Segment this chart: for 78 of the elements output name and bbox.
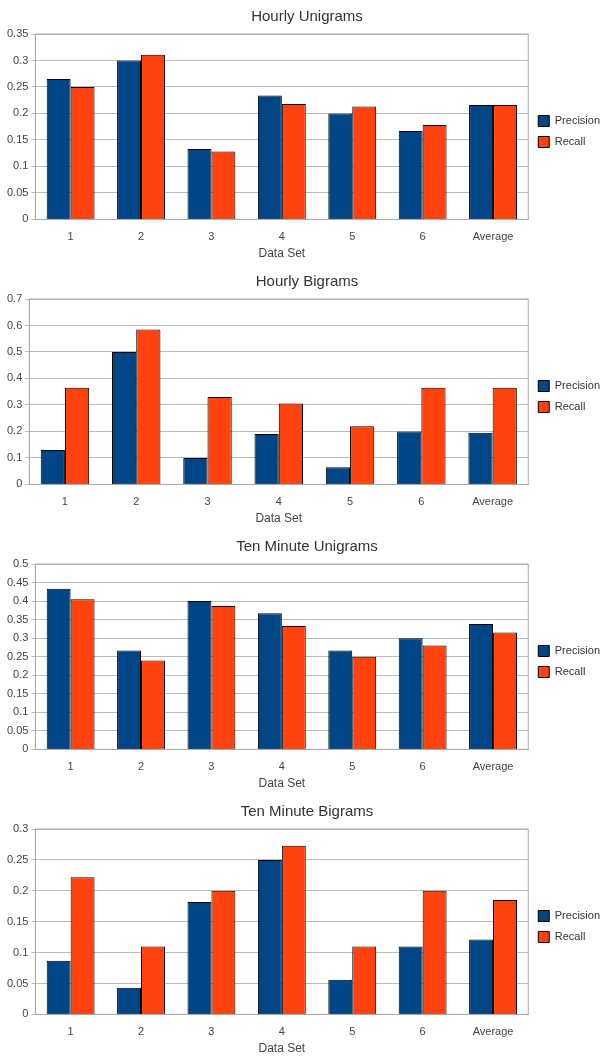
x-tick-label: Average — [472, 230, 514, 243]
chart-title: Ten Minute Bigrams — [240, 802, 374, 820]
x-tick-label: 1 — [67, 1025, 74, 1038]
legend-label: Precision — [554, 909, 601, 922]
y-tick-label: 0.3 — [13, 822, 29, 835]
x-tick-label: 6 — [418, 495, 425, 508]
chart-title: Hourly Unigrams — [251, 7, 363, 25]
x-tick-label: 3 — [204, 495, 211, 508]
y-tick-label: 0.25 — [6, 649, 29, 662]
x-tick-label: 3 — [208, 230, 215, 243]
legend-label: Precision — [554, 379, 601, 392]
x-tick-label: 6 — [419, 760, 426, 773]
y-tick-label: 0.15 — [6, 686, 29, 699]
x-tick-label: 4 — [278, 760, 285, 773]
y-tick-label: 0.35 — [6, 612, 29, 625]
y-tick-label: 0.3 — [13, 53, 29, 66]
y-tick-label: 0.45 — [6, 575, 29, 588]
y-tick-label: 0 — [22, 742, 29, 755]
x-tick-label: 1 — [61, 495, 68, 508]
y-tick-label: 0.05 — [6, 185, 29, 198]
x-tick-label: 2 — [133, 495, 140, 508]
legend-label: Recall — [554, 400, 586, 413]
y-tick-label: 0.1 — [13, 945, 29, 958]
y-tick-label: 0.1 — [13, 159, 29, 172]
x-tick-label: 3 — [208, 760, 215, 773]
legend-label: Recall — [554, 665, 586, 678]
y-tick-label: 0.7 — [6, 292, 23, 305]
y-tick-label: 0.25 — [6, 80, 29, 92]
y-tick-label: 0.3 — [13, 631, 29, 644]
y-tick-label: 0.4 — [6, 371, 23, 384]
chart-title: Hourly Bigrams — [255, 272, 359, 290]
y-tick-label: 0.4 — [13, 594, 29, 607]
y-tick-label: 0 — [22, 1007, 29, 1020]
y-tick-label: 0.05 — [6, 723, 29, 736]
y-tick-label: 0.15 — [6, 132, 29, 145]
x-axis-title: Data Set — [258, 776, 306, 791]
y-tick-label: 0.35 — [6, 27, 29, 40]
x-tick-label: 5 — [349, 760, 356, 773]
x-tick-label: 5 — [346, 495, 354, 508]
x-tick-label: 2 — [137, 230, 145, 243]
y-tick-label: 0.5 — [13, 557, 29, 570]
y-tick-label: 0.1 — [13, 705, 29, 718]
y-tick-label: 0.05 — [6, 976, 29, 989]
x-tick-label: 1 — [67, 230, 74, 243]
y-tick-label: 0.2 — [13, 668, 29, 681]
chart-title: Ten Minute Unigrams — [236, 537, 378, 555]
x-axis-title: Data Set — [258, 1041, 306, 1056]
y-tick-label: 0.2 — [6, 424, 23, 437]
x-tick-label: 6 — [419, 1025, 426, 1038]
y-tick-label: 0.2 — [13, 883, 29, 896]
y-tick-label: 0 — [22, 212, 29, 225]
y-tick-label: 0.25 — [6, 852, 29, 865]
y-tick-label: 0.5 — [6, 345, 23, 357]
y-tick-label: 0.6 — [6, 318, 23, 331]
y-tick-label: 0.3 — [6, 397, 23, 410]
x-tick-label: 4 — [275, 495, 282, 508]
x-axis-title: Data Set — [258, 246, 306, 261]
legend-label: Precision — [554, 644, 601, 657]
x-tick-label: 3 — [208, 1025, 215, 1038]
x-tick-label: 6 — [419, 230, 426, 243]
x-tick-label: Average — [472, 760, 514, 773]
x-tick-label: 2 — [137, 760, 145, 773]
legend-label: Recall — [554, 135, 586, 148]
x-axis-title: Data Set — [255, 511, 303, 526]
x-tick-label: 5 — [349, 230, 356, 243]
x-tick-label: 5 — [349, 1025, 356, 1038]
x-tick-label: 4 — [278, 230, 285, 243]
y-tick-label: 0.1 — [6, 450, 23, 463]
x-tick-label: 4 — [278, 1025, 285, 1038]
x-tick-label: 1 — [67, 760, 74, 773]
x-tick-label: 2 — [137, 1025, 145, 1038]
legend-label: Recall — [554, 930, 586, 943]
x-tick-label: Average — [472, 495, 514, 508]
y-tick-label: 0.2 — [13, 106, 29, 119]
y-tick-label: 0 — [16, 477, 23, 490]
legend-label: Precision — [554, 114, 601, 127]
x-tick-label: Average — [472, 1025, 514, 1038]
y-tick-label: 0.15 — [6, 914, 29, 927]
